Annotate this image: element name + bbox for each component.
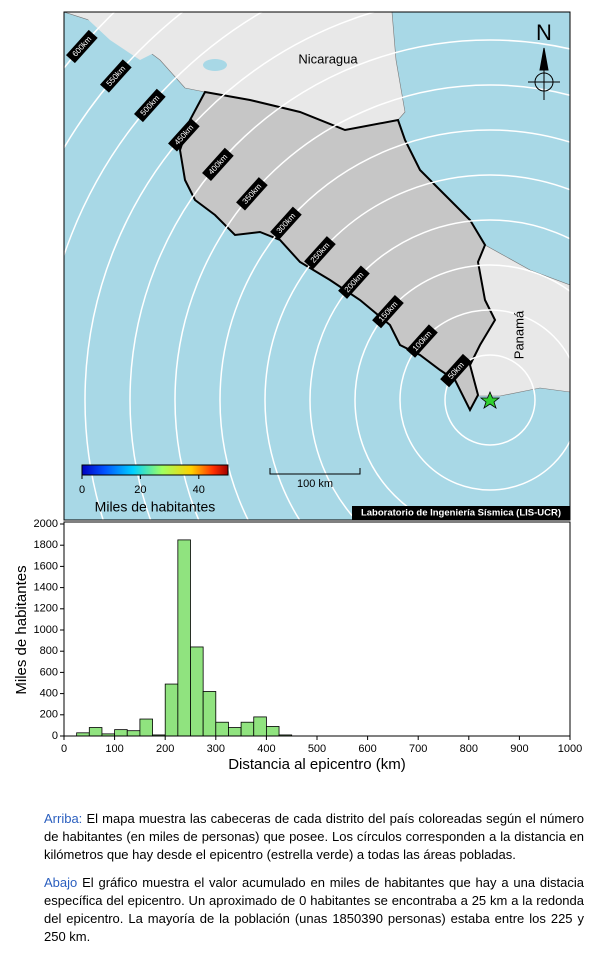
lake xyxy=(203,59,227,71)
x-tick-label: 300 xyxy=(207,743,225,755)
bar xyxy=(139,718,153,737)
y-tick-label: 1400 xyxy=(34,582,58,594)
bar xyxy=(126,730,141,737)
distance-label-box xyxy=(134,88,166,123)
distance-ring xyxy=(174,84,570,520)
bar xyxy=(265,726,280,737)
colorbar-tick-label: 40 xyxy=(193,484,205,496)
bar xyxy=(177,539,191,737)
x-tick-label: 100 xyxy=(105,743,123,755)
y-axis-label: Miles de habitantes xyxy=(13,565,30,694)
distance-rings: 600km550km500km450km400km350km300km250km… xyxy=(64,12,570,520)
y-tick-label: 400 xyxy=(40,688,58,700)
distance-label-box xyxy=(304,236,336,270)
colorbar-label: Miles de habitantes xyxy=(95,499,216,515)
north-label: N xyxy=(536,20,552,45)
distance-ring xyxy=(129,39,570,520)
costa-rica-land xyxy=(178,90,497,413)
bar xyxy=(114,729,128,737)
colorbar-tick-label: 0 xyxy=(79,484,85,496)
x-tick-label: 600 xyxy=(358,743,376,755)
colorbar-axis: 0 20 40 xyxy=(79,475,205,496)
x-tick-label: 700 xyxy=(409,743,427,755)
distance-label-box xyxy=(270,206,302,240)
map-frame xyxy=(63,11,571,521)
scale-bar xyxy=(269,468,361,475)
y-tick-label: 1200 xyxy=(34,603,58,615)
y-tick-label: 200 xyxy=(40,709,58,721)
caption-lead: Abajo xyxy=(44,875,78,890)
distance-label-box xyxy=(440,353,472,388)
distance-label-box xyxy=(338,265,370,299)
colorbar xyxy=(81,464,229,476)
bar xyxy=(190,646,204,737)
y-tick-label: 800 xyxy=(40,645,58,657)
y-tick-label: 1600 xyxy=(34,560,58,572)
y-tick-label: 2000 xyxy=(34,518,58,530)
distance-ring xyxy=(399,309,570,491)
distance-ring xyxy=(444,354,536,446)
credit-box xyxy=(352,506,570,520)
y-tick-label: 0 xyxy=(52,730,58,742)
land xyxy=(80,12,160,60)
bar xyxy=(228,727,242,737)
plot-frame xyxy=(63,521,571,737)
distance-ring xyxy=(264,174,570,520)
histogram: 0 100 200 300 400 500 600 700 800 900 1000 0 200 400 6… xyxy=(34,518,583,755)
colorbar-tick-label: 20 xyxy=(134,484,146,496)
x-tick-label: 400 xyxy=(257,743,275,755)
distance-ring xyxy=(354,264,570,520)
map: 600km550km500km450km400km350km300km250km… xyxy=(64,12,570,520)
x-tick-label: 0 xyxy=(61,743,67,755)
bar xyxy=(215,721,229,737)
country-label: Nicaragua xyxy=(298,51,358,66)
bar xyxy=(240,721,255,737)
x-axis-label: Distancia al epicentro (km) xyxy=(228,756,406,773)
distance-label-box xyxy=(202,147,234,181)
caption: Arriba: El mapa muestra las cabeceras de… xyxy=(44,810,584,956)
distance-label-box xyxy=(65,29,98,64)
caption-text: El mapa muestra las cabeceras de cada di… xyxy=(44,811,584,862)
distance-label-box xyxy=(372,294,404,329)
epicenter-star xyxy=(479,390,501,409)
x-tick-label: 900 xyxy=(510,743,528,755)
scale-label: 100 km xyxy=(297,478,333,490)
caption-paragraph: Abajo El gráfico muestra el valor acumul… xyxy=(44,874,584,946)
bar xyxy=(202,691,217,737)
bar xyxy=(88,727,103,737)
x-tick-label: 800 xyxy=(460,743,478,755)
country-label: Panamá xyxy=(511,310,526,359)
x-tick-label: 1000 xyxy=(558,743,582,755)
compass xyxy=(528,47,560,100)
distance-ring xyxy=(219,129,570,520)
bar xyxy=(164,683,179,737)
x-tick-label: 500 xyxy=(308,743,326,755)
distance-label-box xyxy=(168,118,200,152)
credit: Laboratorio de Ingeniería Sísmica (LIS-U… xyxy=(361,508,561,519)
y-tick-label: 600 xyxy=(40,666,58,678)
distance-label-box xyxy=(406,324,438,358)
distance-ring xyxy=(84,12,377,520)
distance-label-box xyxy=(100,59,132,93)
y-tick-label: 1800 xyxy=(34,539,58,551)
figure: 600km550km500km450km400km350km300km250km… xyxy=(13,11,583,773)
x-tick-label: 200 xyxy=(156,743,174,755)
caption-paragraph: Arriba: El mapa muestra las cabeceras de… xyxy=(44,810,584,864)
distance-label-box xyxy=(236,177,268,211)
y-tick-label: 1000 xyxy=(34,624,58,636)
caption-lead: Arriba: xyxy=(44,811,83,826)
bar xyxy=(253,716,267,737)
distance-ring xyxy=(309,219,570,520)
caption-text: El gráfico muestra el valor acumulado en… xyxy=(44,875,584,944)
